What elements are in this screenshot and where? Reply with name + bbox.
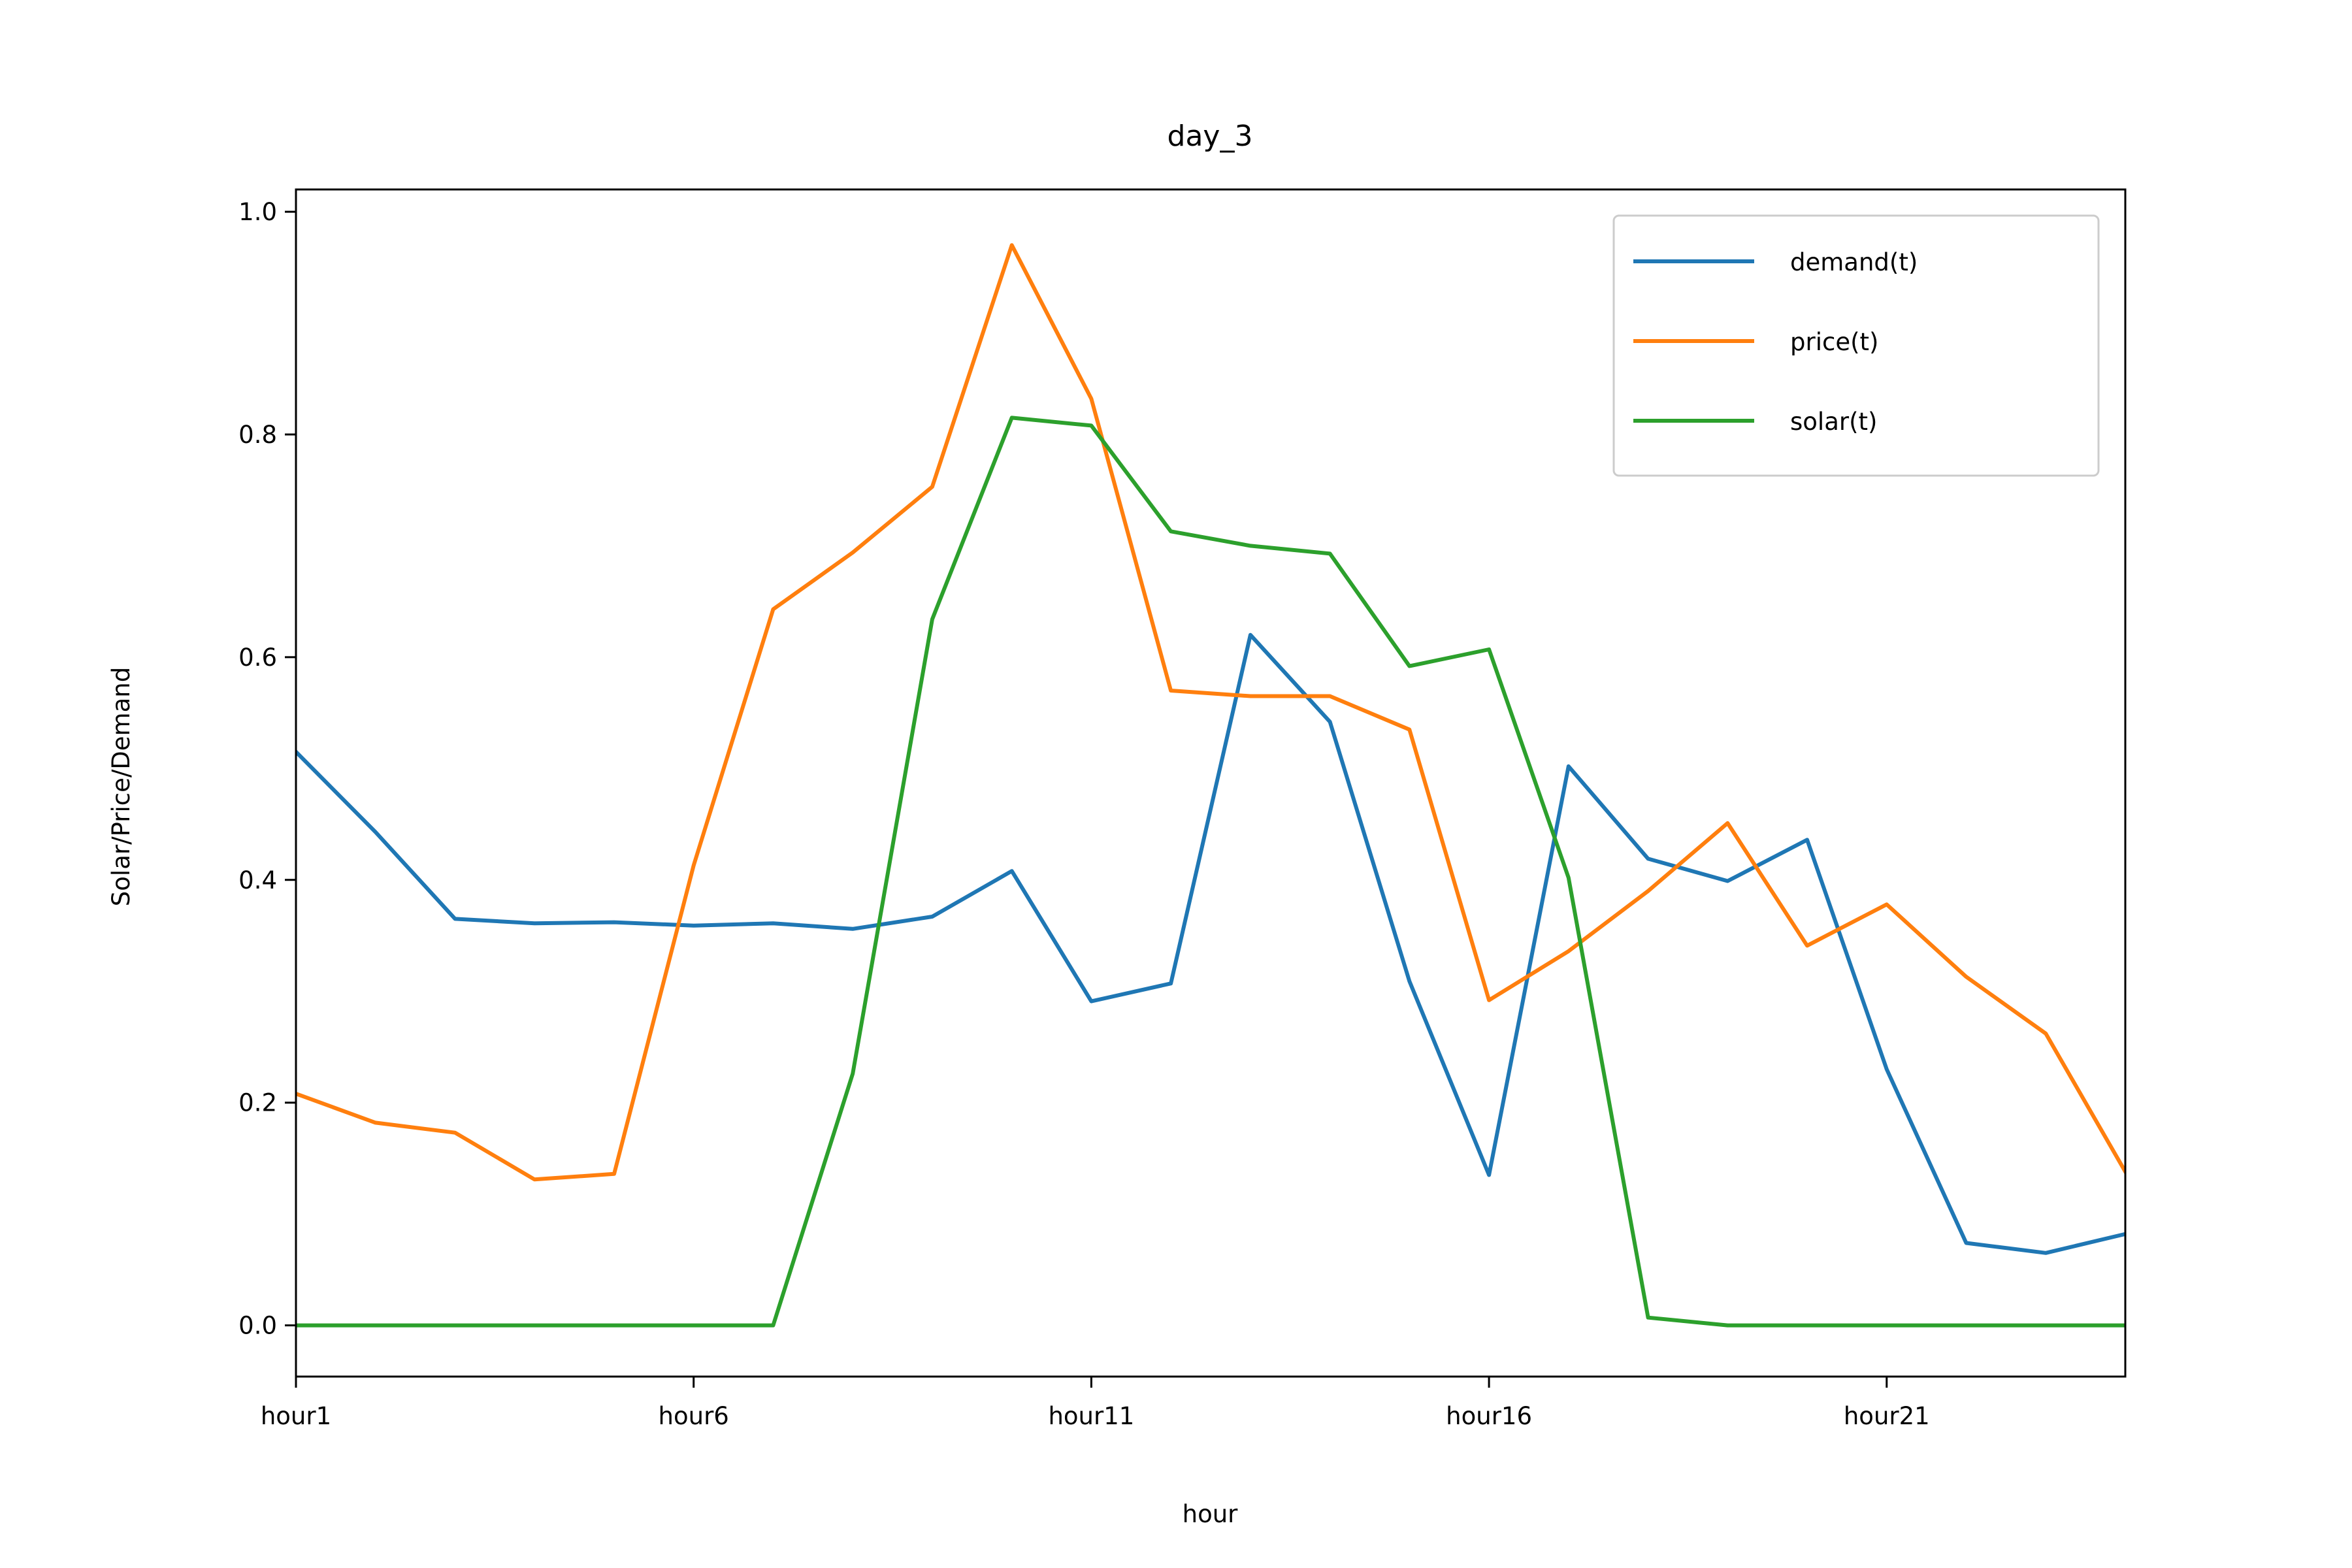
y-tick-label: 0.2 [238, 1089, 277, 1117]
series-line-solar-t [296, 416, 2125, 1328]
x-tick-label: hour11 [1048, 1402, 1134, 1430]
axes: 0.0 0.2 0.4 0.6 0.8 1.0 hour1 hour6 hour11 hour16… [238, 188, 2127, 1430]
x-axis-label: hour [1183, 1500, 1239, 1528]
y-tick-label: 1.0 [238, 198, 277, 226]
legend-label: solar(t) [1790, 408, 1877, 436]
x-tick-label: hour6 [659, 1402, 729, 1430]
legend-label: price(t) [1790, 328, 1878, 356]
x-tick-label: hour21 [1844, 1402, 1930, 1430]
series-group [296, 243, 2125, 1328]
axes-frame [295, 188, 2127, 1378]
y-tick-label: 0.6 [238, 644, 277, 672]
series-line-demand-t [296, 632, 2125, 1255]
legend: demand(t) price(t) solar(t) [1612, 214, 2100, 477]
legend-box [1612, 214, 2100, 477]
x-tick-label: hour1 [261, 1402, 331, 1430]
y-tick-label: 0.4 [238, 866, 277, 894]
chart-title: day_3 [1168, 120, 1253, 153]
y-axis-label: Solar/Price/Demand [107, 667, 135, 906]
legend-label: demand(t) [1790, 248, 1918, 276]
series-line-price-t [296, 243, 2125, 1182]
y-tick-label: 0.0 [238, 1312, 277, 1340]
plot-area [296, 243, 2125, 1328]
y-tick-label: 0.8 [238, 421, 277, 449]
x-tick-label: hour16 [1446, 1402, 1532, 1430]
